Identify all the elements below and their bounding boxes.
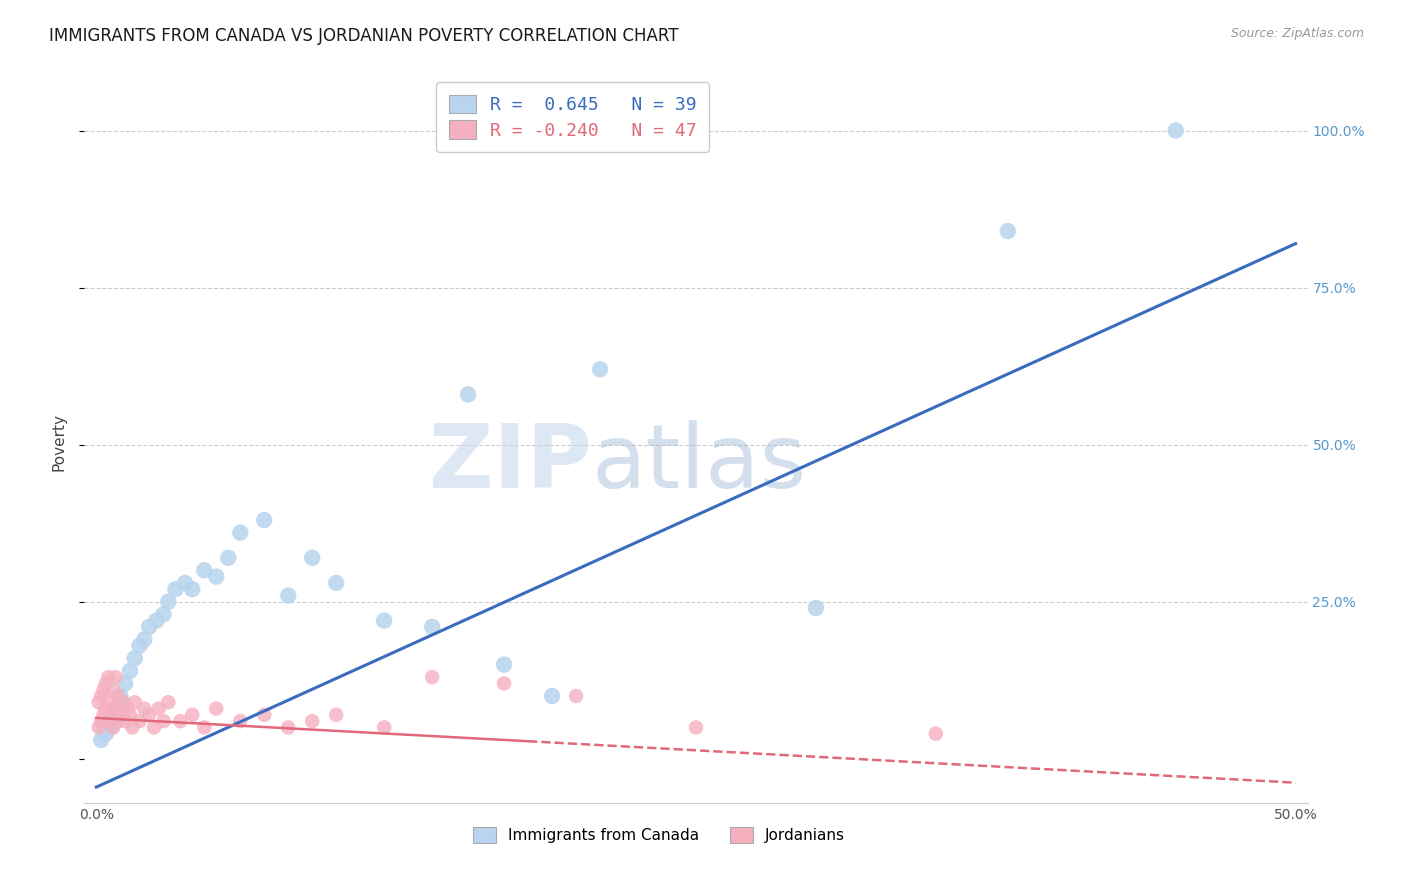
Point [325, 707, 347, 722]
Point [494, 676, 516, 690]
Point [457, 387, 479, 401]
Point [229, 714, 252, 728]
Point [100, 720, 122, 734]
Point [111, 695, 134, 709]
Point [301, 550, 323, 565]
Point [124, 695, 146, 709]
Text: atlas: atlas [592, 420, 807, 507]
Point [253, 513, 276, 527]
Point [205, 701, 228, 715]
Point [97, 714, 120, 728]
Point [277, 589, 299, 603]
Point [128, 714, 150, 728]
Point [100, 707, 122, 722]
Point [114, 714, 136, 728]
Point [325, 575, 347, 590]
Point [157, 695, 180, 709]
Point [118, 664, 141, 678]
Point [93, 682, 115, 697]
Point [104, 701, 127, 715]
Point [420, 620, 443, 634]
Point [138, 620, 160, 634]
Point [87, 720, 110, 734]
Point [229, 525, 252, 540]
Point [142, 720, 165, 734]
Point [193, 720, 215, 734]
Legend: Immigrants from Canada, Jordanians: Immigrants from Canada, Jordanians [467, 822, 852, 849]
Point [97, 670, 120, 684]
Point [181, 582, 204, 597]
Point [277, 720, 299, 734]
Point [107, 689, 129, 703]
Point [1164, 123, 1187, 137]
Point [93, 720, 115, 734]
Point [169, 714, 191, 728]
Point [373, 720, 395, 734]
Point [94, 676, 117, 690]
Point [925, 727, 948, 741]
Point [93, 707, 115, 722]
Point [301, 714, 323, 728]
Point [110, 707, 132, 722]
Point [101, 707, 124, 722]
Point [107, 714, 129, 728]
Point [121, 720, 143, 734]
Point [101, 720, 124, 734]
Point [111, 695, 134, 709]
Point [804, 601, 827, 615]
Text: Source: ZipAtlas.com: Source: ZipAtlas.com [1230, 27, 1364, 40]
Point [114, 676, 136, 690]
Point [104, 714, 127, 728]
Point [107, 701, 129, 715]
Point [157, 595, 180, 609]
Point [217, 550, 239, 565]
Point [174, 575, 197, 590]
Point [110, 689, 132, 703]
Point [118, 707, 141, 722]
Point [94, 727, 117, 741]
Text: IMMIGRANTS FROM CANADA VS JORDANIAN POVERTY CORRELATION CHART: IMMIGRANTS FROM CANADA VS JORDANIAN POVE… [49, 27, 679, 45]
Point [589, 362, 612, 376]
Point [100, 695, 122, 709]
Point [685, 720, 707, 734]
Text: ZIP: ZIP [429, 420, 592, 507]
Point [87, 695, 110, 709]
Point [138, 707, 160, 722]
Point [541, 689, 564, 703]
Point [494, 657, 516, 672]
Point [565, 689, 588, 703]
Point [165, 582, 187, 597]
Point [181, 707, 204, 722]
Point [193, 563, 215, 577]
Point [90, 733, 112, 747]
Point [90, 714, 112, 728]
Point [373, 614, 395, 628]
Point [997, 224, 1019, 238]
Point [205, 569, 228, 583]
Point [420, 670, 443, 684]
Point [97, 714, 120, 728]
Point [90, 689, 112, 703]
Y-axis label: Poverty: Poverty [51, 412, 66, 471]
Point [145, 614, 167, 628]
Point [124, 651, 146, 665]
Point [253, 707, 276, 722]
Point [128, 639, 150, 653]
Point [148, 701, 170, 715]
Point [104, 670, 127, 684]
Point [152, 607, 174, 622]
Point [101, 682, 124, 697]
Point [94, 701, 117, 715]
Point [152, 714, 174, 728]
Point [117, 701, 139, 715]
Point [134, 701, 156, 715]
Point [134, 632, 156, 647]
